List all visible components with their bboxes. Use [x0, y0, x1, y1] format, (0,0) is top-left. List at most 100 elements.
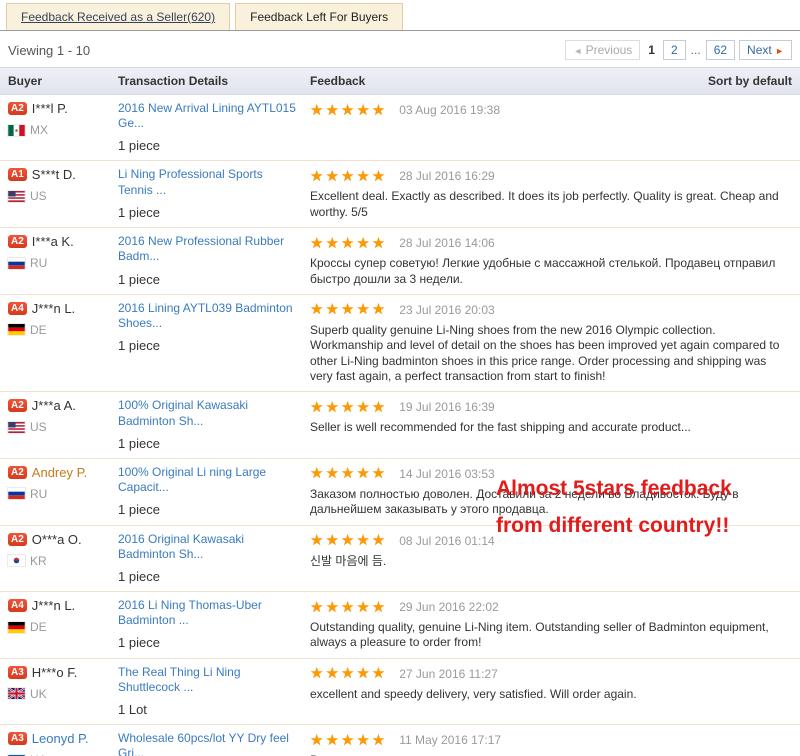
country-code: UA: [30, 753, 47, 756]
sort-by-default[interactable]: Sort by default: [707, 74, 792, 88]
star-rating: ★★★★★: [310, 234, 388, 252]
flag-ru-icon: [8, 488, 25, 500]
product-link[interactable]: 2016 New Professional Rubber Badm...: [118, 234, 285, 264]
country-code: RU: [30, 256, 48, 271]
product-link[interactable]: The Real Thing Li Ning Shuttlecock ...: [118, 664, 241, 694]
transaction-cell: 2016 Li Ning Thomas-Uber Badminton ... 1…: [118, 598, 310, 651]
feedback-cell: ★★★★★ 03 Aug 2016 19:38: [310, 101, 792, 153]
quantity: 1 piece: [118, 138, 160, 154]
feedback-text: Superb quality genuine Li-Ning shoes fro…: [310, 322, 780, 383]
star-rating: ★★★★★: [310, 398, 388, 416]
pagination-top: ◄ Previous 1 2 ... 62 Next ►: [565, 40, 792, 60]
table-row: A4 J***n L. DE 2016 Li Ning Thomas-Uber …: [0, 592, 800, 659]
quantity: 1 piece: [118, 569, 160, 584]
feedback-text: Outstanding quality, genuine Li-Ning ite…: [310, 620, 769, 650]
country-code: RU: [30, 486, 48, 501]
quantity: 1 Lot: [118, 702, 147, 718]
country-code: DE: [30, 620, 47, 634]
feedback-date: 19 Jul 2016 16:39: [399, 400, 495, 415]
buyer-name: H***o F.: [31, 664, 78, 680]
table-row: A4 J***n L. DE 2016 Lining AYTL039 Badmi…: [0, 295, 800, 393]
feedback-date: 28 Jul 2016 16:29: [399, 169, 495, 184]
buyer-cell: A4 J***n L. DE: [8, 598, 118, 651]
feedback-text: Excellent deal. Exactly as described. It…: [310, 189, 779, 219]
product-link[interactable]: 2016 Original Kawasaki Badminton Sh...: [118, 531, 245, 561]
feedback-text: Все ок: [310, 753, 780, 756]
feedback-list: A2 I***l P. MX 2016 New Arrival Lining A…: [0, 95, 800, 756]
feedback-date: 27 Jun 2016 11:27: [399, 666, 498, 681]
buyer-cell: A2 O***a O. KR: [8, 532, 118, 584]
feedback-cell: ★★★★★ 28 Jul 2016 14:06 Кроссы супер сов…: [310, 234, 792, 287]
buyer-name[interactable]: Andrey P.: [31, 464, 88, 480]
feedback-cell: ★★★★★ 19 Jul 2016 16:39 Seller is well r…: [310, 398, 792, 450]
buyer-rating-badge: A1: [8, 168, 27, 182]
flag-uk-icon: [8, 688, 25, 700]
table-row: A3 H***o F. UK The Real Thing Li Ning Sh…: [0, 659, 800, 726]
quantity: 1 piece: [118, 271, 160, 287]
buyer-name: I***a K.: [31, 234, 74, 250]
feedback-date: 14 Jul 2016 03:53: [399, 466, 495, 481]
star-rating: ★★★★★: [310, 465, 388, 483]
quantity: 1 piece: [118, 338, 160, 354]
header-transaction: Transaction Details: [118, 74, 229, 88]
transaction-cell: 100% Original Li ning Large Capacit... 1…: [118, 465, 310, 518]
buyer-cell: A2 I***a K. RU: [8, 234, 118, 287]
star-rating: ★★★★★: [310, 731, 388, 749]
feedback-date: 11 May 2016 17:17: [399, 733, 502, 748]
feedback-cell: ★★★★★ 23 Jul 2016 20:03 Superb quality g…: [310, 301, 792, 384]
buyer-name: S***t D.: [31, 167, 76, 183]
tab-feedback-left[interactable]: Feedback Left For Buyers: [235, 3, 404, 30]
product-link[interactable]: 2016 Lining AYTL039 Badminton Shoes...: [118, 300, 293, 331]
transaction-cell: 2016 Lining AYTL039 Badminton Shoes... 1…: [118, 301, 310, 384]
buyer-name: J***a A.: [31, 398, 76, 414]
feedback-cell: ★★★★★ 29 Jun 2016 22:02 Outstanding qual…: [310, 598, 792, 651]
star-rating: ★★★★★: [310, 167, 388, 185]
product-link[interactable]: Li Ning Professional Sports Tennis ...: [118, 167, 263, 197]
buyer-cell: A2 I***l P. MX: [8, 101, 118, 153]
buyer-rating-badge: A2: [8, 102, 27, 115]
buyer-rating-badge: A2: [8, 235, 27, 249]
next-arrow-icon: ►: [775, 46, 784, 56]
product-link[interactable]: 100% Original Kawasaki Badminton Sh...: [118, 398, 249, 428]
buyer-name[interactable]: Leonyd P.: [31, 731, 89, 747]
buyer-cell: A3 Leonyd P. UA: [8, 731, 118, 756]
feedback-text: Заказом полностью доволен. Доставили за …: [310, 486, 739, 517]
transaction-cell: The Real Thing Li Ning Shuttlecock ... 1…: [118, 665, 310, 717]
product-link[interactable]: Wholesale 60pcs/lot YY Dry feel Gri...: [118, 731, 289, 756]
buyer-name: J***n L.: [31, 598, 76, 613]
buyer-name: J***n L.: [31, 300, 76, 316]
feedback-text: 신발 마음에 듬.: [310, 553, 387, 568]
transaction-cell: Li Ning Professional Sports Tennis ... 1…: [118, 167, 310, 220]
next-button[interactable]: Next ►: [739, 40, 792, 60]
product-link[interactable]: 2016 Li Ning Thomas-Uber Badminton ...: [118, 598, 262, 628]
flag-mx-icon: [8, 124, 25, 136]
flag-us-icon: [8, 421, 25, 433]
country-code: US: [30, 189, 47, 204]
table-row: A3 Leonyd P. UA Wholesale 60pcs/lot YY D…: [0, 725, 800, 756]
buyer-cell: A4 J***n L. DE: [8, 301, 118, 384]
buyer-rating-badge: A4: [8, 301, 27, 315]
tab-strip: Feedback Received as a Seller(620) Feedb…: [0, 0, 800, 31]
country-code: US: [30, 420, 47, 435]
table-row: A2 J***a A. US 100% Original Kawasaki Ba…: [0, 392, 800, 459]
product-link[interactable]: 100% Original Li ning Large Capacit...: [118, 464, 267, 495]
star-rating: ★★★★★: [310, 665, 388, 683]
transaction-cell: 2016 New Professional Rubber Badm... 1 p…: [118, 234, 310, 287]
feedback-date: 23 Jul 2016 20:03: [399, 302, 495, 317]
tab-feedback-received[interactable]: Feedback Received as a Seller(620): [6, 3, 231, 30]
previous-button[interactable]: ◄ Previous: [565, 40, 641, 60]
tab-feedback-left-label: Feedback Left For Buyers: [250, 10, 389, 24]
viewing-range: Viewing 1 - 10: [8, 42, 91, 58]
buyer-cell: A2 Andrey P. RU: [8, 465, 118, 518]
feedback-cell: ★★★★★ 08 Jul 2016 01:14 신발 마음에 듬.: [310, 532, 792, 584]
page-2-button[interactable]: 2: [662, 40, 686, 60]
buyer-rating-badge: A4: [8, 599, 27, 612]
top-bar: Viewing 1 - 10 ◄ Previous 1 2 ... 62 Nex…: [0, 31, 800, 67]
feedback-text: Кроссы супер советую! Легкие удобные с м…: [310, 256, 776, 286]
feedback-cell: ★★★★★ 28 Jul 2016 16:29 Excellent deal. …: [310, 167, 792, 220]
product-link[interactable]: 2016 New Arrival Lining AYTL015 Ge...: [118, 101, 296, 131]
feedback-text: excellent and speedy delivery, very sati…: [310, 686, 637, 701]
star-rating: ★★★★★: [310, 101, 388, 119]
page-last-button[interactable]: 62: [705, 40, 736, 60]
buyer-rating-badge: A2: [8, 399, 27, 413]
